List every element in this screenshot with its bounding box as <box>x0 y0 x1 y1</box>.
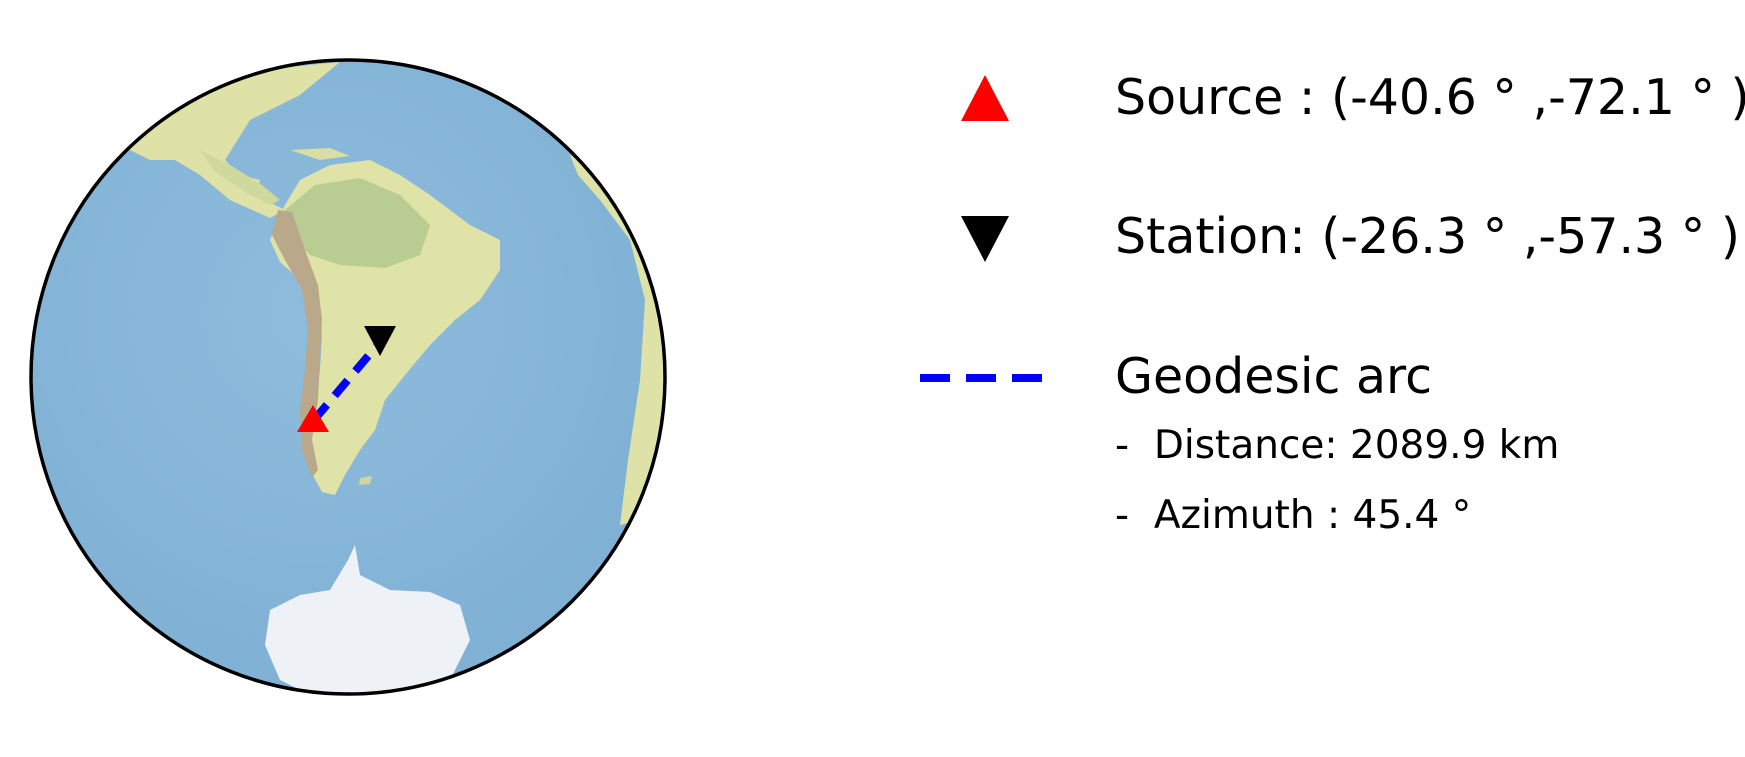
land-central-america <box>200 150 280 205</box>
legend-arc-label: Geodesic arc <box>1115 348 1433 405</box>
station-marker-icon[interactable] <box>364 326 396 356</box>
globe-outline <box>29 58 667 696</box>
legend-distance-label: - Distance: 2089.9 km <box>1115 423 1560 468</box>
legend-azimuth-label: - Azimuth : 45.4 ° <box>1115 493 1472 538</box>
geodesic-arc <box>310 339 384 423</box>
land-falklands <box>359 476 372 485</box>
legend-arc-dashed-line-icon <box>920 374 1045 382</box>
legend: Source : (-40.6 ° ,-72.1 ° ) Station: (-… <box>890 0 1745 753</box>
legend-station-label: Station: (-26.3 ° ,-57.3 ° ) <box>1115 208 1740 265</box>
legend-source-triangle-up-icon <box>961 75 1009 121</box>
land-north-america <box>120 62 340 218</box>
globe-svg <box>29 58 667 696</box>
forest-amazon <box>285 178 430 268</box>
land-antarctica <box>265 545 470 694</box>
source-marker-icon[interactable] <box>297 405 329 432</box>
globe-map <box>0 0 760 753</box>
legend-station-triangle-down-icon <box>961 216 1009 262</box>
legend-source-label: Source : (-40.6 ° ,-72.1 ° ) <box>1115 69 1745 126</box>
